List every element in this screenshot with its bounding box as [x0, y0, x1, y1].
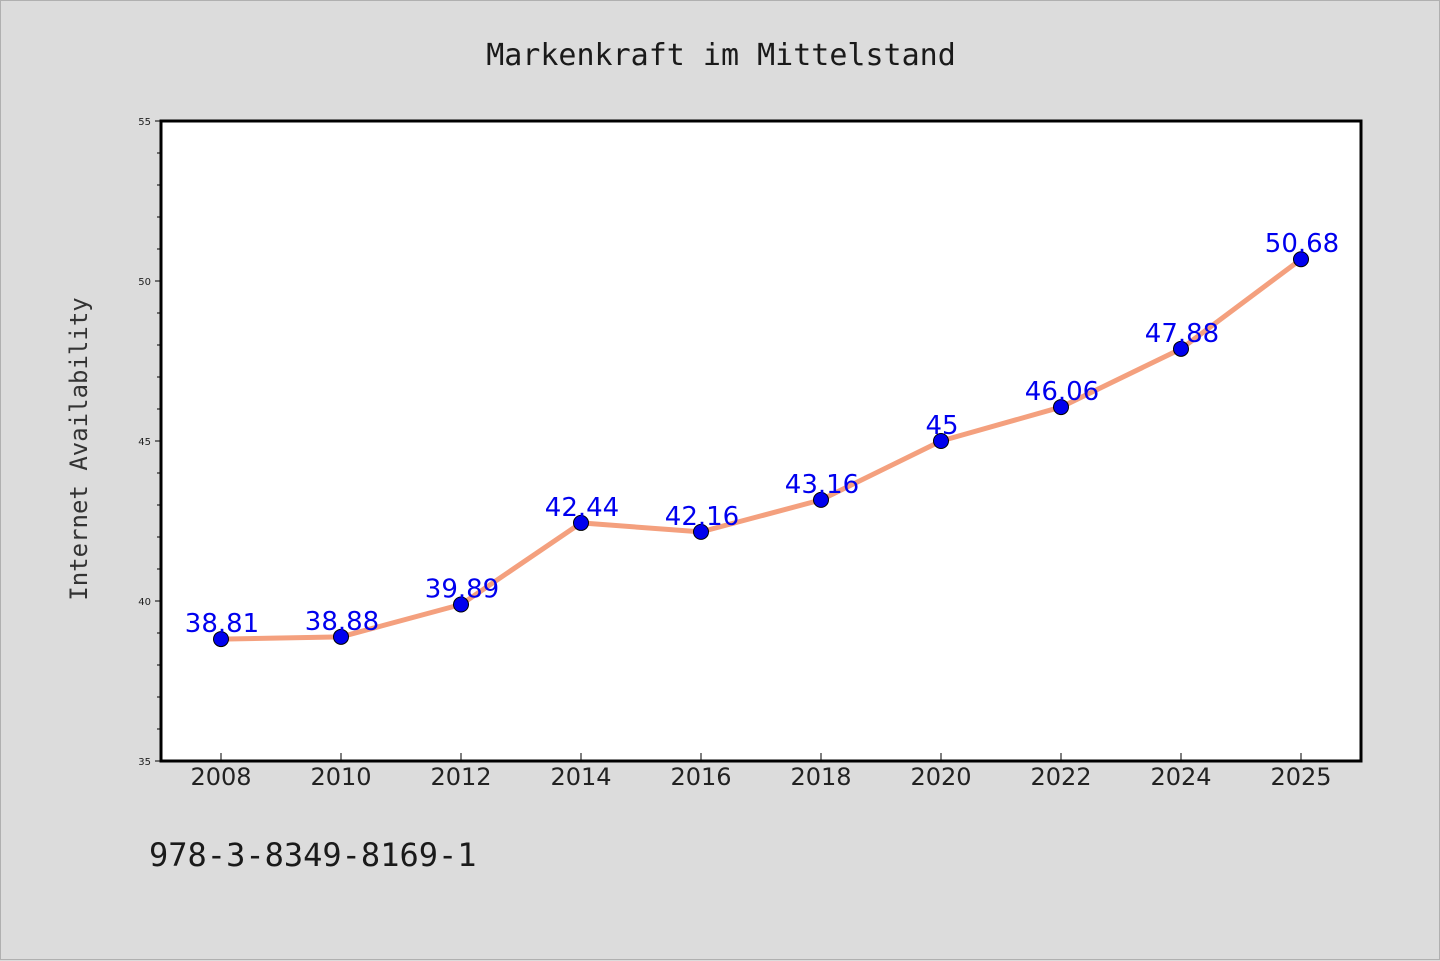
series-layer — [213, 251, 1309, 648]
series-line — [218, 256, 1304, 642]
x-tick-label: 2016 — [670, 763, 731, 791]
y-tick-label: 45 — [138, 437, 151, 448]
x-tick-label: 2008 — [190, 763, 251, 791]
data-label: 38.81 — [185, 609, 259, 639]
data-label: 43.16 — [785, 470, 859, 500]
plot-area — [159, 119, 1363, 763]
data-label-layer: 38.81 38.88 39.89 42.44 42.16 43.16 45 46.06 47.… — [185, 229, 1339, 639]
x-tick-label: 2018 — [790, 763, 851, 791]
data-point — [213, 631, 229, 648]
data-point — [1053, 399, 1069, 416]
data-label: 50.68 — [1265, 229, 1339, 259]
x-tick-label: 2012 — [430, 763, 491, 791]
y-tick-label: 35 — [138, 757, 151, 768]
x-tick-label: 2024 — [1150, 763, 1211, 791]
data-point — [333, 628, 349, 645]
data-label: 38.88 — [305, 607, 379, 637]
data-point — [813, 491, 829, 508]
data-label: 39.89 — [425, 575, 499, 605]
x-tick-label: 2025 — [1270, 763, 1331, 791]
x-tick-label: 2020 — [910, 763, 971, 791]
y-tick-label: 40 — [138, 597, 151, 608]
x-tick-label: 2014 — [550, 763, 611, 791]
chart-title: Markenkraft im Mittelstand — [486, 38, 956, 73]
y-axis: 35 40 45 50 55 — [138, 117, 161, 768]
data-label: 47.88 — [1145, 319, 1219, 349]
x-tick-label: 2022 — [1030, 763, 1091, 791]
data-point — [1293, 251, 1309, 268]
y-tick-label: 50 — [138, 277, 151, 288]
data-point — [573, 514, 589, 531]
y-axis-label: Internet Availability — [65, 297, 93, 600]
x-axis: 2008 2010 2012 2014 2016 2018 2020 2022 2024 2025 — [190, 753, 1332, 791]
x-tick-label: 2010 — [310, 763, 371, 791]
data-point — [693, 523, 709, 540]
data-point — [1173, 340, 1189, 357]
data-label: 42.16 — [665, 502, 739, 532]
data-point — [453, 596, 469, 613]
data-point — [933, 433, 949, 449]
data-label: 45 — [925, 411, 958, 441]
footer-isbn: 978-3-8349-8169-1 — [149, 836, 477, 874]
data-label: 42.44 — [545, 493, 619, 523]
data-label: 46.06 — [1025, 377, 1099, 407]
y-tick-label: 55 — [138, 117, 151, 128]
